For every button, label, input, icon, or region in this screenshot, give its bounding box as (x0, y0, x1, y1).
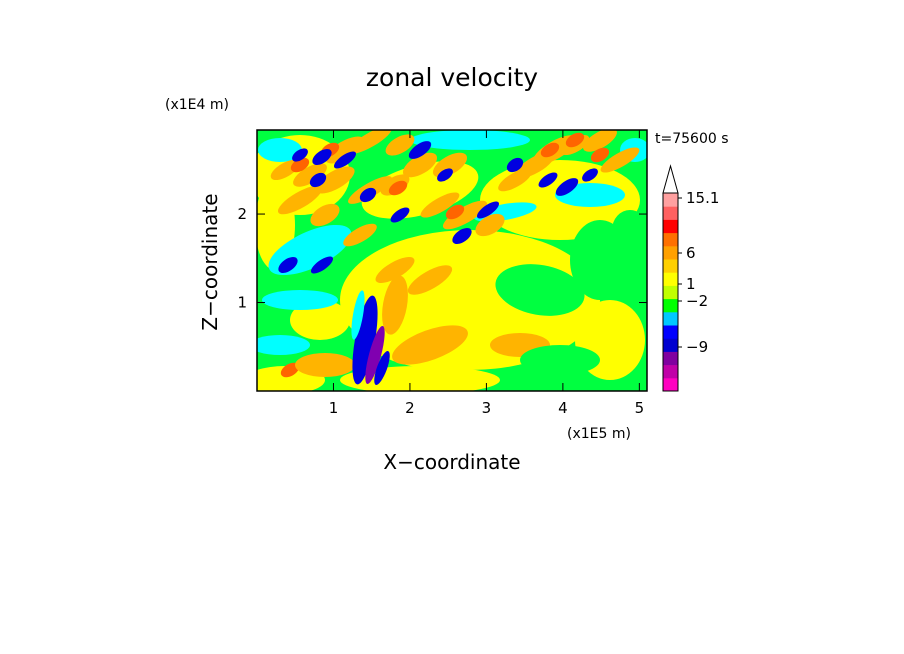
colorbar-segment (663, 364, 678, 379)
colorbar-label: 6 (686, 244, 696, 262)
contour-blob (295, 353, 355, 377)
heatmap-field (257, 130, 647, 391)
contour-blob (582, 168, 598, 182)
x-axis-ticks: 1 2 3 4 5 (329, 130, 644, 417)
contour-blob (583, 130, 617, 152)
colorbar-segment (663, 377, 678, 392)
contour-blob (278, 257, 298, 273)
colorbar-segment (663, 325, 678, 339)
colorbar-labels: 15.1 6 1−2 −9 (678, 189, 719, 356)
contour-blob (315, 166, 355, 194)
contour-blob (310, 203, 340, 227)
colorbar-segment (663, 232, 678, 247)
contour-blob (333, 151, 357, 169)
colorbar-segment (663, 285, 678, 300)
contour-blob (258, 138, 302, 162)
contour-blob (359, 187, 377, 203)
contour-blob (280, 362, 300, 378)
contour-blob (442, 200, 488, 230)
colorbar-label: 15.1 (686, 189, 719, 207)
chart-title: zonal velocity (366, 63, 538, 92)
contour-blob (402, 152, 438, 178)
contour-blob (343, 223, 377, 247)
y-unit-label: (x1E4 m) (165, 97, 229, 113)
contour-blob (475, 213, 505, 237)
contour-blob (437, 168, 453, 182)
contour-blob (420, 192, 460, 218)
contour-blob (292, 148, 308, 162)
colorbar-segment (663, 338, 678, 352)
contour-blob (476, 201, 500, 219)
contour-blob (410, 130, 530, 150)
contour-blob (382, 275, 408, 335)
x-tick-label: 2 (405, 399, 415, 417)
contour-blob (309, 172, 327, 188)
contour-blob (312, 149, 332, 165)
contour-blob (375, 257, 415, 283)
contour-blob (540, 142, 560, 158)
colorbar-segment (663, 259, 678, 273)
contour-blob (277, 185, 323, 215)
y-axis-ticks: 12 (237, 205, 647, 312)
colorbar-segment (663, 351, 678, 366)
contour-blob (520, 345, 600, 375)
x-tick-label: 4 (558, 399, 568, 417)
contour-blob (390, 207, 410, 223)
colorbar-frame (662, 192, 679, 392)
y-tick-label: 2 (237, 205, 247, 223)
y-axis-label: Z−coordinate (198, 193, 222, 330)
colorbar-label: −9 (686, 338, 708, 356)
x-tick-label: 1 (329, 399, 339, 417)
x-axis-label: X−coordinate (383, 450, 520, 474)
x-tick-label: 3 (482, 399, 492, 417)
contour-blob (310, 256, 334, 274)
contour-blob (495, 264, 585, 316)
contour-blob (565, 132, 585, 148)
colorbar-label: 1 (686, 275, 696, 293)
x-tick-label: 5 (635, 399, 645, 417)
contour-blob (257, 335, 310, 355)
colorbar (662, 164, 679, 392)
colorbar-segment (663, 245, 678, 260)
contour-blob (452, 228, 472, 244)
colorbar-segment (663, 298, 678, 313)
contour-blob (506, 157, 524, 173)
contour-blob (555, 178, 579, 196)
contour-blob (262, 290, 338, 310)
time-label: t=75600 s (655, 131, 729, 147)
contour-blob (538, 172, 558, 188)
y-tick-label: 1 (237, 294, 247, 312)
colorbar-segment (663, 272, 678, 286)
contour-blob (392, 325, 468, 365)
contour-blob (407, 265, 453, 295)
contour-blob (374, 350, 390, 386)
contour-blob (365, 325, 385, 385)
contour-blob (385, 134, 415, 156)
plot-frame (256, 129, 648, 392)
colorbar-over-arrow (662, 164, 679, 194)
contour-blob (351, 290, 365, 340)
contour-blob (600, 147, 640, 173)
x-unit-label: (x1E5 m) (567, 426, 631, 442)
colorbar-segment (663, 219, 678, 234)
colorbar-segment (663, 206, 678, 220)
contour-blob (612, 210, 647, 250)
colorbar-segment (663, 193, 678, 207)
contour-blob (293, 163, 327, 187)
colorbar-segment (663, 311, 678, 326)
contour-blob (348, 130, 392, 154)
contour-blob (445, 204, 465, 220)
colorbar-label: −2 (686, 292, 708, 310)
contour-blob (432, 152, 468, 178)
contour-blob (352, 295, 378, 385)
contour-blob (408, 141, 432, 159)
field-contours (257, 130, 647, 391)
contour-blob (290, 300, 350, 340)
contour-blob (590, 147, 610, 163)
contour-blob (388, 180, 408, 196)
